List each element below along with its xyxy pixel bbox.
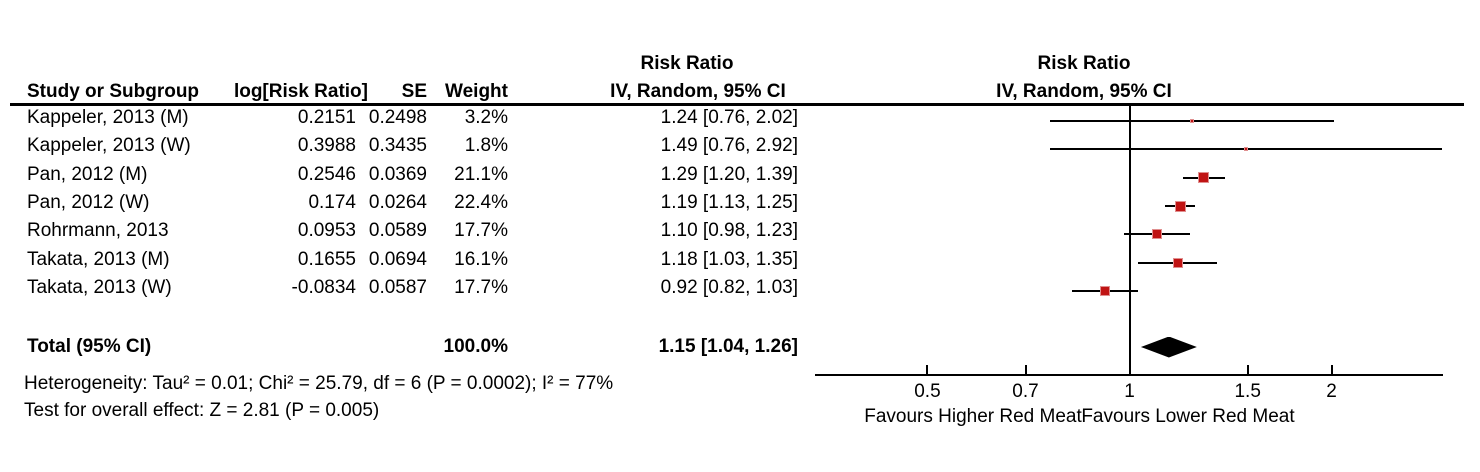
table-row: Kappeler, 2013 (W) 0.3988 0.3435 1.8% 1.…: [0, 135, 820, 163]
x-axis-tick: [1024, 365, 1027, 375]
weight-value: 17.7%: [454, 220, 508, 241]
favours-right-label: Favours Lower Red Meat: [1081, 406, 1295, 427]
x-axis-tick-label: 1: [1124, 381, 1135, 402]
effect-square: [1174, 200, 1186, 212]
x-axis-tick: [1128, 365, 1131, 375]
se-value: 0.0694: [368, 249, 427, 270]
header-separator-line: [10, 103, 1464, 106]
log-rr-value: 0.1655: [297, 249, 356, 270]
rr-ci-value: 0.92 [0.82, 1.03]: [660, 277, 798, 298]
heterogeneity-stats: Heterogeneity: Tau² = 0.01; Chi² = 25.79…: [24, 373, 614, 394]
se-value: 0.2498: [368, 107, 427, 128]
log-rr-value: 0.0953: [297, 220, 356, 241]
column-header-log-risk-ratio: log[Risk Ratio]: [233, 81, 368, 102]
effect-square: [1198, 172, 1210, 184]
column-header-se: SE: [401, 81, 427, 102]
weight-value: 1.8%: [464, 135, 508, 156]
column-group-header-risk-ratio: Risk Ratio: [640, 53, 734, 74]
study-name: Takata, 2013 (M): [27, 249, 170, 270]
total-label: Total (95% CI): [27, 336, 152, 357]
se-value: 0.3435: [368, 135, 427, 156]
table-row: Pan, 2012 (W) 0.174 0.0264 22.4% 1.19 [1…: [0, 192, 820, 220]
x-axis-tick: [926, 365, 929, 375]
total-diamond: [1140, 336, 1197, 358]
overall-effect-test: Test for overall effect: Z = 2.81 (P = 0…: [24, 400, 380, 421]
rr-ci-value: 1.24 [0.76, 2.02]: [660, 107, 798, 128]
x-axis-tick-label: 2: [1326, 381, 1337, 402]
weight-value: 17.7%: [454, 277, 508, 298]
effect-square: [1243, 147, 1248, 152]
weight-value: 3.2%: [464, 107, 508, 128]
log-rr-value: 0.174: [308, 192, 356, 213]
se-value: 0.0369: [368, 164, 427, 185]
table-row: Takata, 2013 (W) -0.0834 0.0587 17.7% 0.…: [0, 277, 820, 305]
table-row: Pan, 2012 (M) 0.2546 0.0369 21.1% 1.29 […: [0, 164, 820, 192]
table-row: Takata, 2013 (M) 0.1655 0.0694 16.1% 1.1…: [0, 249, 820, 277]
plot-header-ci-method: IV, Random, 95% CI: [996, 81, 1172, 102]
effect-square: [1172, 257, 1183, 268]
effect-square: [1100, 286, 1111, 297]
study-name: Kappeler, 2013 (W): [27, 135, 191, 156]
x-axis-tick: [1330, 365, 1333, 375]
study-name: Pan, 2012 (M): [27, 164, 148, 185]
study-name: Takata, 2013 (W): [27, 277, 172, 298]
column-header-weight: Weight: [445, 81, 508, 102]
rr-ci-value: 1.18 [1.03, 1.35]: [660, 249, 798, 270]
rr-ci-value: 1.29 [1.20, 1.39]: [660, 164, 798, 185]
log-rr-value: -0.0834: [291, 277, 356, 298]
effect-square: [1152, 229, 1163, 240]
x-axis-tick-label: 1.5: [1234, 381, 1261, 402]
total-row: Total (95% CI) 100.0% 1.15 [1.04, 1.26]: [0, 336, 820, 364]
plot-header-risk-ratio: Risk Ratio: [1037, 53, 1131, 74]
table-row: Rohrmann, 2013 0.0953 0.0589 17.7% 1.10 …: [0, 220, 820, 248]
x-axis-tick-label: 0.5: [914, 381, 941, 402]
study-name: Kappeler, 2013 (M): [27, 107, 189, 128]
effect-square: [1190, 119, 1195, 124]
weight-value: 22.4%: [454, 192, 508, 213]
reference-line: [1128, 105, 1131, 376]
x-axis-tick: [1246, 365, 1249, 375]
rr-ci-value: 1.10 [0.98, 1.23]: [660, 220, 798, 241]
log-rr-value: 0.2151: [297, 107, 356, 128]
table-row: Kappeler, 2013 (M) 0.2151 0.2498 3.2% 1.…: [0, 107, 820, 135]
column-header-study: Study or Subgroup: [27, 81, 200, 102]
log-rr-value: 0.3988: [297, 135, 356, 156]
rr-ci-value: 1.19 [1.13, 1.25]: [660, 192, 798, 213]
log-rr-value: 0.2546: [297, 164, 356, 185]
favours-left-label: Favours Higher Red Meat: [864, 406, 1082, 427]
se-value: 0.0587: [368, 277, 427, 298]
column-header-ci-method: IV, Random, 95% CI: [610, 81, 786, 102]
total-weight: 100.0%: [443, 336, 508, 357]
study-name: Rohrmann, 2013: [27, 220, 169, 241]
study-name: Pan, 2012 (W): [27, 192, 150, 213]
rr-ci-value: 1.49 [0.76, 2.92]: [660, 135, 798, 156]
x-axis-line: [815, 374, 1443, 376]
weight-value: 21.1%: [454, 164, 508, 185]
x-axis-tick-label: 0.7: [1012, 381, 1039, 402]
se-value: 0.0264: [368, 192, 427, 213]
total-rr-ci: 1.15 [1.04, 1.26]: [658, 336, 798, 357]
weight-value: 16.1%: [454, 249, 508, 270]
se-value: 0.0589: [368, 220, 427, 241]
